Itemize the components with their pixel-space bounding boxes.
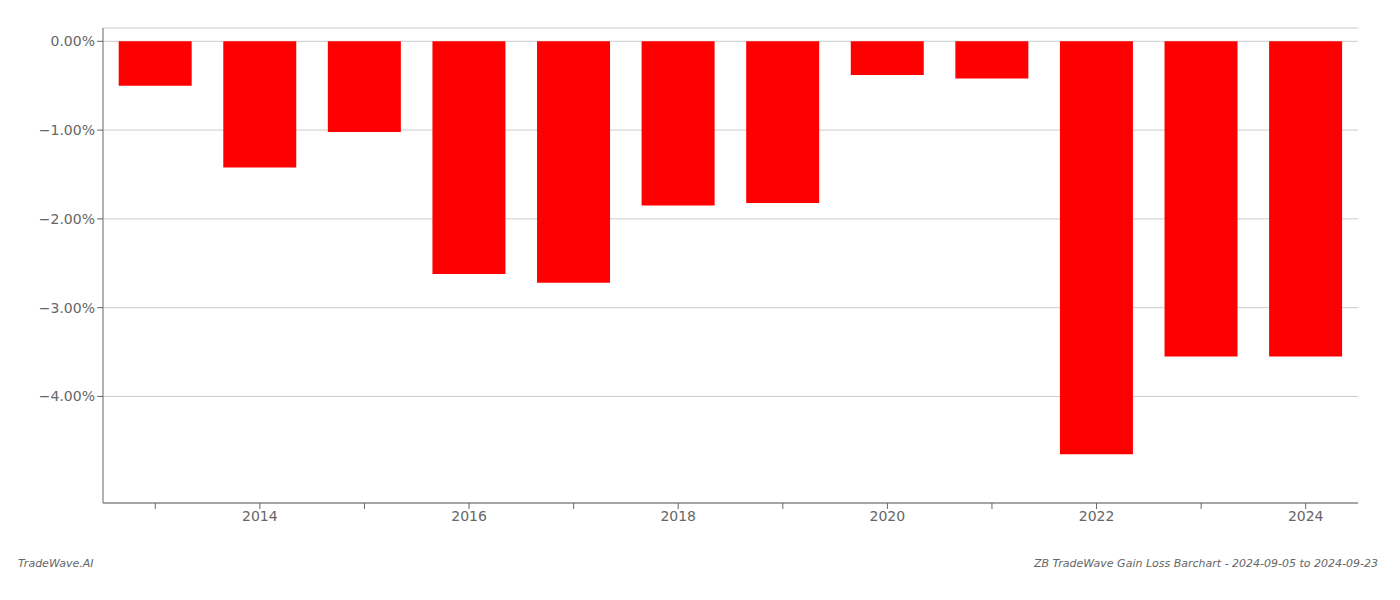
svg-text:2018: 2018 [660,508,696,524]
svg-text:2024: 2024 [1288,508,1324,524]
svg-text:−2.00%: −2.00% [39,211,95,227]
html-text:ZB TradeWave Gain Loss Barchar: ZB TradeWave Gain Loss Barchart - 2024-0… [1033,557,1378,570]
svg-text:2022: 2022 [1079,508,1115,524]
svg-text:0.00%: 0.00% [51,33,95,49]
svg-text:−4.00%: −4.00% [39,388,95,404]
svg-text:2016: 2016 [451,508,487,524]
svg-text:2020: 2020 [870,508,906,524]
svg-text:−1.00%: −1.00% [39,122,95,138]
svg-text:2014: 2014 [242,508,278,524]
svg-text:−3.00%: −3.00% [39,300,95,316]
html-text:TradeWave.AI: TradeWave.AI [18,557,94,570]
